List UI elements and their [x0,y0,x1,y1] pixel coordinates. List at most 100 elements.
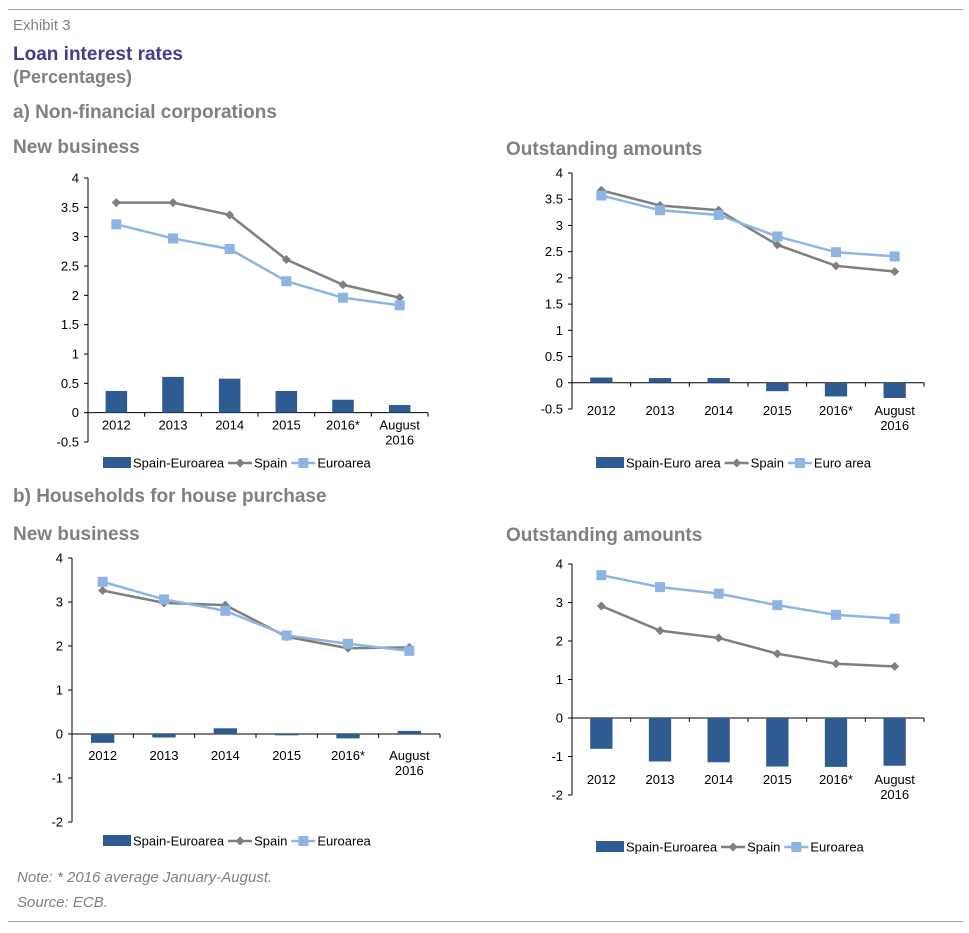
y-tick-label: 0 [556,711,563,726]
point-euro [889,613,900,624]
x-tick-label: August 2016 [389,748,430,778]
point-euro [281,630,292,641]
bar [388,405,411,413]
chart-nfc-outstanding-amounts: -0.5 0 0.5 1 1.5 2 2.5 3 3.5 4 2012 2013 2014 2015 201… [541,166,925,471]
bar [590,377,613,383]
point-euro [224,243,235,254]
y-tick-label: 2 [72,288,79,303]
point-spain [714,633,724,643]
point-spain [772,649,782,659]
y-tick-label: 3 [556,595,563,610]
point-spain [111,198,121,208]
x-tick-label: 2013 [150,748,179,763]
point-euro [772,231,783,242]
point-spain [168,198,178,208]
point-euro [343,638,353,649]
legend-label: Spain-Euro area [626,456,721,471]
point-spain [655,626,665,636]
point-euro [404,645,415,656]
x-tick-label: 2016* [819,403,853,418]
x-tick-label: 2013 [646,772,675,787]
section-a-heading: a) Non-financial corporations [13,102,277,123]
y-tick-label: 2 [56,639,63,654]
y-tick-label: 0.5 [61,376,79,391]
bar [707,718,730,763]
bar [766,382,789,392]
series-line-euro [601,194,895,258]
legend-marker-spain [235,836,245,846]
y-tick-label: 1 [56,683,63,698]
x-tick-label: 2012 [587,403,616,418]
bar [397,730,421,734]
source-note: Source: ECB. [17,894,108,911]
y-tick-label: -1 [551,749,563,764]
point-euro [889,251,900,262]
x-tick-label: 2015 [763,403,792,418]
point-spain [890,267,900,277]
legend-label: Spain [254,456,287,471]
top-rule [8,9,963,10]
footnote: Note: * 2016 average January-August. [17,869,273,886]
point-spain [225,210,235,220]
bar [766,718,789,767]
point-euro [831,247,841,258]
series-line-spain [116,201,400,299]
y-tick-label: 1.5 [545,297,563,312]
series-line-spain [102,589,410,650]
bar [648,718,672,762]
bar [648,378,672,383]
point-spain [890,661,900,671]
legend-label: Spain-Euroarea [133,834,225,849]
x-tick-label: 2016* [331,748,365,763]
legend-label: Euro area [814,456,872,471]
point-spain [220,600,230,610]
bar [824,382,848,397]
x-tick-label: 2016* [326,418,360,433]
legend-swatch-bar [103,457,131,468]
legend-label: Euroarea [317,456,371,471]
point-euro [655,582,665,593]
y-tick-label: 0 [72,405,79,420]
series-line-euro [102,580,410,653]
panel-title-nfc-new: New business [13,137,140,158]
point-spain [831,261,841,271]
legend-marker-euro [791,842,802,852]
point-spain [338,280,348,290]
bar [213,728,237,734]
x-tick-label: 2013 [646,403,675,418]
y-tick-label: -2 [51,815,63,830]
bar [824,718,848,767]
legend-marker-euro [298,836,309,846]
y-tick-label: 0.5 [545,349,563,364]
y-tick-label: 0 [556,375,563,390]
point-euro [111,219,122,230]
legend-swatch-bar [596,841,624,852]
legend-marker-spain [728,842,738,852]
y-tick-label: 2.5 [545,244,563,259]
bar [707,378,730,383]
y-tick-label: 3 [72,229,79,244]
y-tick-label: 1 [72,347,79,362]
x-tick-label: 2015 [272,748,301,763]
bar [162,376,184,413]
series-line-euro [116,223,400,307]
y-tick-label: 3.5 [545,192,563,207]
series-line-euro [601,573,895,620]
panel-title-hh-out: Outstanding amounts [506,525,703,546]
chart-hh-outstanding-amounts: -2 -1 0 1 2 3 4 2012 2013 2014 2015 2016* August 2016… [551,557,925,855]
x-tick-label: August 2016 [874,403,915,433]
chart-hh-new-business: -2 -1 0 1 2 3 4 2012 2013 2014 2015 2016* August 2016… [51,551,441,849]
y-tick-label: 1.5 [61,317,79,332]
bar [883,718,906,766]
legend-label: Euroarea [810,840,864,855]
legend-label: Spain [747,840,780,855]
y-tick-label: 4 [56,551,63,566]
y-tick-label: 4 [556,557,563,572]
legend-label: Spain [254,834,287,849]
point-euro [831,609,841,620]
x-tick-label: 2016* [819,772,853,787]
bar [152,734,176,738]
legend-marker-euro [298,458,309,468]
point-euro [713,209,724,220]
y-tick-label: -0.5 [541,402,563,417]
